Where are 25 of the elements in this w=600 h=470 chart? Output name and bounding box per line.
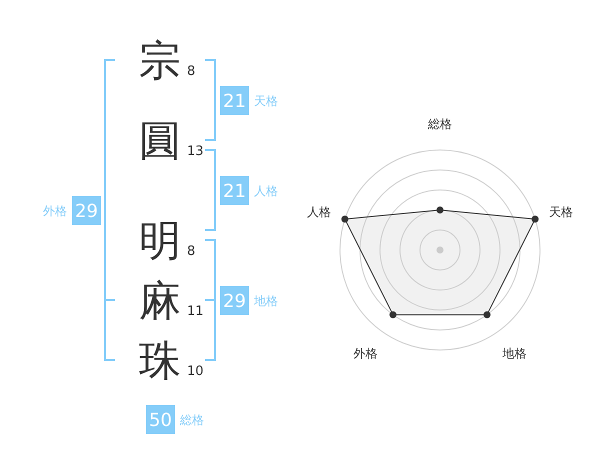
spoke-label: 地格 bbox=[502, 346, 527, 361]
text: 地格 bbox=[253, 294, 278, 308]
category-label: 圓 bbox=[139, 116, 181, 165]
text: 21 bbox=[223, 91, 246, 112]
spoke-label: 総格 bbox=[427, 117, 452, 131]
text: 29 bbox=[223, 291, 246, 312]
category-label: 麻 bbox=[139, 276, 181, 325]
text: 総格 bbox=[179, 413, 204, 427]
data-label: 8 bbox=[187, 244, 196, 259]
category-label: 宗 bbox=[139, 36, 181, 85]
text: 21 bbox=[223, 181, 246, 202]
spoke-label: 天格 bbox=[548, 204, 573, 219]
category-label: 珠 bbox=[139, 336, 181, 385]
data-label: 8 bbox=[187, 64, 196, 79]
data-label: 10 bbox=[187, 364, 204, 379]
spoke-label: 人格 bbox=[307, 204, 332, 219]
data-label: 13 bbox=[187, 144, 204, 159]
category-label: 明 bbox=[139, 216, 181, 265]
text: 50 bbox=[149, 410, 172, 431]
text: 29 bbox=[75, 201, 98, 222]
spoke-label: 外格 bbox=[353, 346, 378, 361]
data-label: 11 bbox=[187, 304, 204, 319]
text: 外格 bbox=[43, 204, 67, 218]
text: 天格 bbox=[254, 94, 278, 108]
text: 人格 bbox=[254, 184, 278, 198]
